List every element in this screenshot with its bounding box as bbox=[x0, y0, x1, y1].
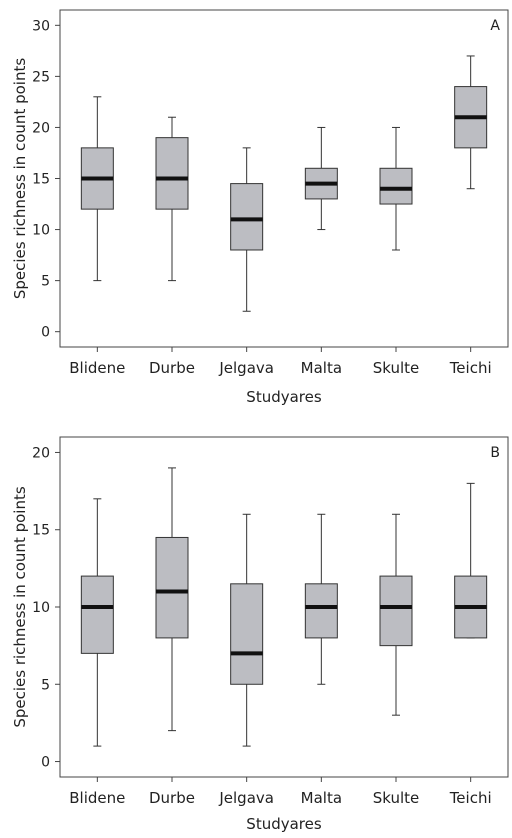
x-tick-label: Jelgava bbox=[218, 359, 274, 377]
x-tick-label: Durbe bbox=[149, 359, 195, 377]
x-tick-label: Malta bbox=[301, 789, 342, 807]
y-tick-label: 20 bbox=[32, 445, 50, 461]
x-tick-label: Durbe bbox=[149, 789, 195, 807]
box-teichi bbox=[454, 482, 488, 639]
box-skulte bbox=[379, 126, 413, 251]
chart-panel-1: A 0 5 10 15 20 25 30 Species richness in count p… bbox=[11, 9, 509, 406]
box-skulte bbox=[379, 513, 413, 716]
y-tick-label: 5 bbox=[41, 274, 50, 290]
box-durbe bbox=[155, 467, 189, 732]
box-durbe bbox=[155, 116, 189, 282]
box-teichi bbox=[454, 55, 488, 190]
y-tick-label: 10 bbox=[32, 223, 50, 239]
iqr-box bbox=[379, 575, 413, 647]
x-tick-label: Blidene bbox=[69, 789, 125, 807]
box-blidene bbox=[80, 96, 114, 282]
y-tick-label: 30 bbox=[32, 18, 50, 34]
x-tick-label: Jelgava bbox=[218, 789, 274, 807]
x-axis-label: Studyares bbox=[246, 815, 322, 833]
x-tick-label: Teichi bbox=[449, 789, 492, 807]
y-axis-label: Species richness in count points bbox=[11, 58, 29, 300]
x-tick-label: Skulte bbox=[373, 359, 420, 377]
y-tick-label: 10 bbox=[32, 600, 50, 616]
iqr-box bbox=[155, 137, 189, 210]
x-tick-label: Skulte bbox=[373, 789, 420, 807]
iqr-box bbox=[304, 583, 338, 639]
y-axis-label: Species richness in count points bbox=[11, 486, 29, 728]
chart-panel-2: B 0 5 10 15 20 Species richness in count point… bbox=[11, 436, 509, 833]
x-tick-label: Blidene bbox=[69, 359, 125, 377]
iqr-box bbox=[155, 536, 189, 639]
box-malta bbox=[304, 513, 338, 685]
y-tick-label: 15 bbox=[32, 172, 50, 188]
box-malta bbox=[304, 126, 338, 231]
iqr-box bbox=[80, 575, 114, 654]
iqr-box bbox=[230, 183, 264, 251]
y-tick-label: 5 bbox=[41, 677, 50, 693]
y-tick-label: 20 bbox=[32, 120, 50, 136]
plot-frame bbox=[59, 436, 509, 778]
x-tick-label: Teichi bbox=[449, 359, 492, 377]
iqr-box bbox=[379, 167, 413, 205]
box-jelgava bbox=[230, 513, 264, 747]
box-jelgava bbox=[230, 147, 264, 312]
iqr-box bbox=[230, 583, 264, 685]
x-axis-label: Studyares bbox=[246, 388, 322, 406]
plot-frame bbox=[59, 9, 509, 348]
y-tick-label: 15 bbox=[32, 523, 50, 539]
panel-label: B bbox=[490, 445, 500, 461]
box-blidene bbox=[80, 498, 114, 747]
y-tick-label: 0 bbox=[41, 755, 50, 771]
panel-label: A bbox=[490, 18, 500, 34]
y-tick-label: 0 bbox=[41, 325, 50, 341]
x-tick-label: Malta bbox=[301, 359, 342, 377]
y-tick-label: 25 bbox=[32, 69, 50, 85]
